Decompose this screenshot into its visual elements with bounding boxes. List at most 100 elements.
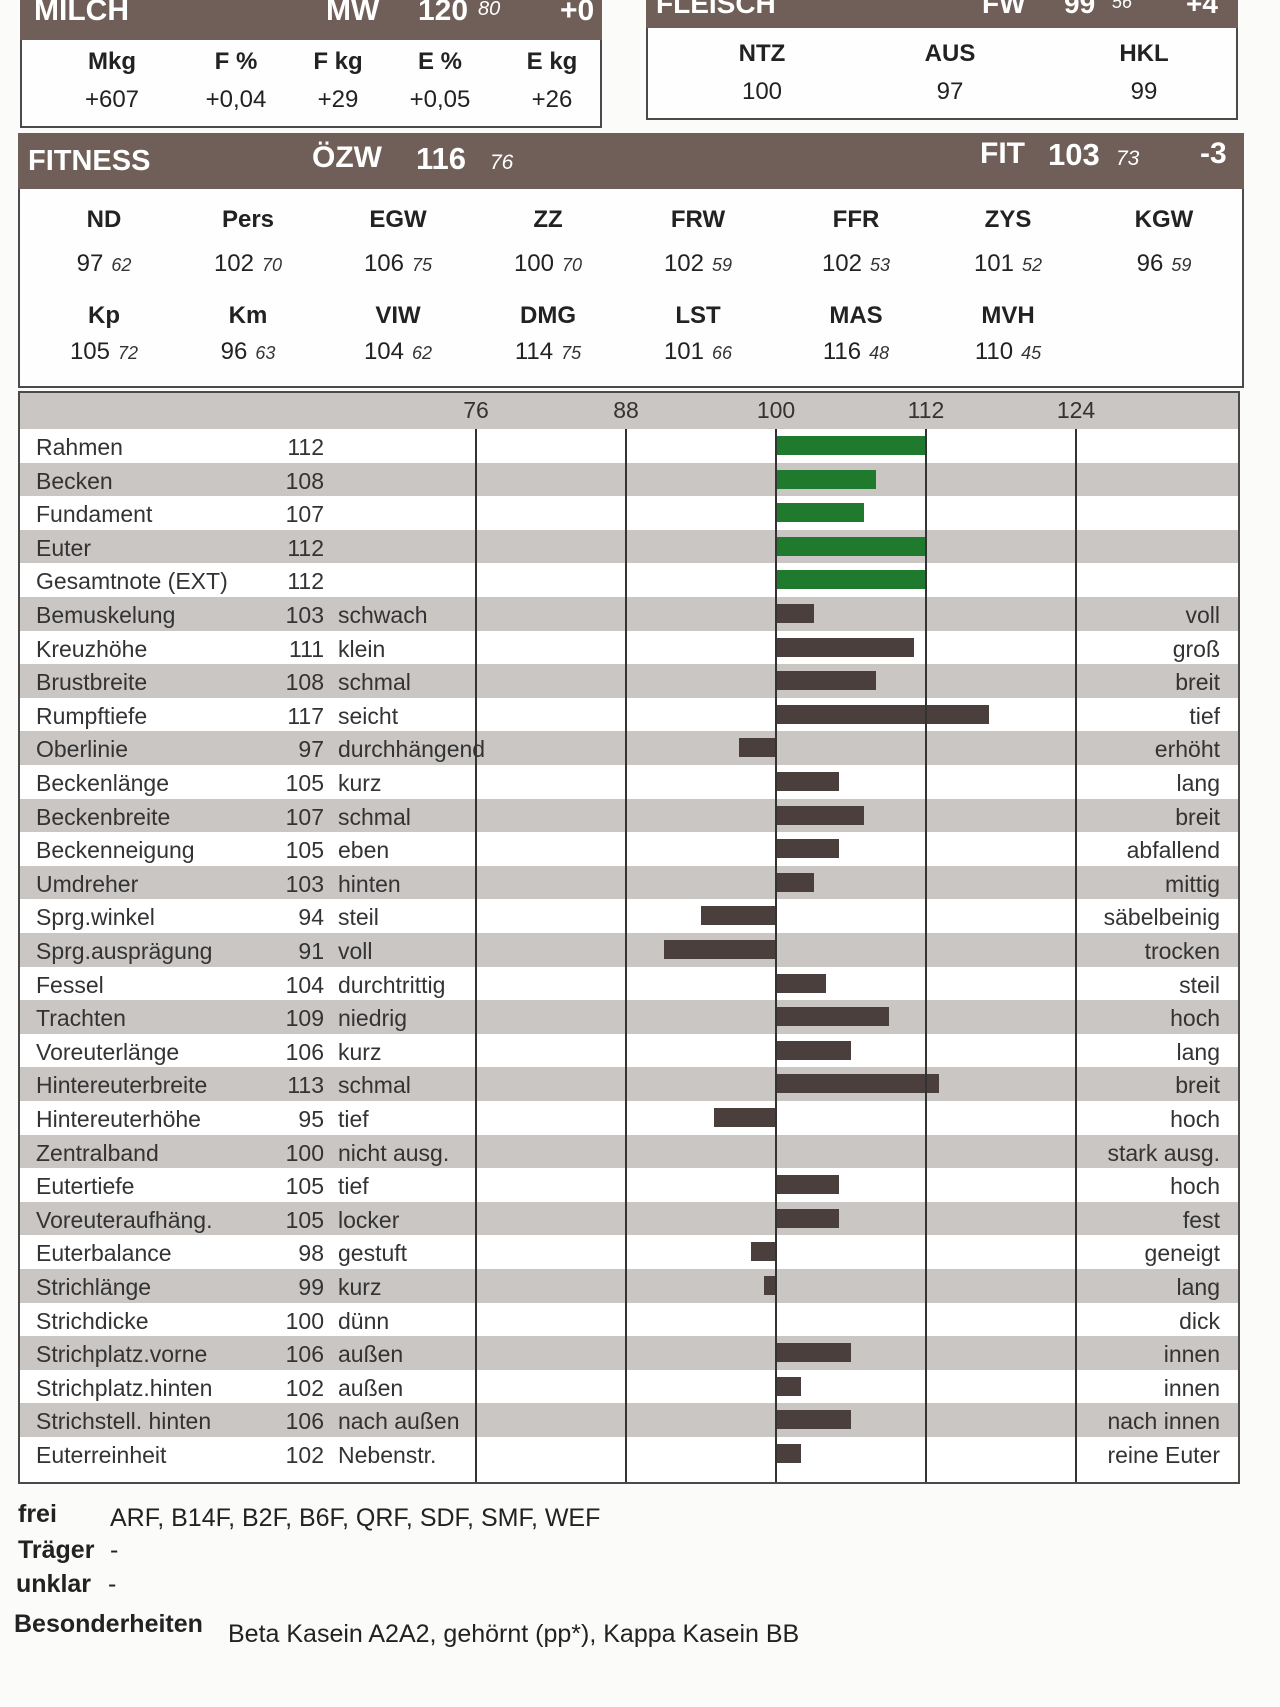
- row-trait-name: Eutertiefe: [36, 1173, 135, 1200]
- row-trait-value: 108: [285, 467, 324, 494]
- besonderheiten-value: Beta Kasein A2A2, gehörnt (pp*), Kappa K…: [228, 1620, 800, 1648]
- fitness-value-number: 100: [513, 250, 554, 277]
- row-high-label: nach innen: [1107, 1408, 1220, 1435]
- fitness-value-number: 102: [213, 250, 254, 277]
- fitness-ozw-value: 116: [416, 141, 467, 176]
- row-trait-value: 98: [298, 1240, 324, 1267]
- trait-bar: [713, 1108, 776, 1127]
- fitness-value-reliability: 70: [562, 255, 583, 275]
- exterieur-chart: 76 88 100 112 124 Rahmen 112 Becken 108 Fundamen…: [18, 391, 1240, 1484]
- fitness-label: ZZ: [533, 206, 563, 233]
- row-trait-value: 106: [285, 1038, 324, 1065]
- chart-row: Euterreinheit 102 Nebenstr. reine Euter: [20, 1437, 1238, 1471]
- trait-bar: [776, 1410, 851, 1430]
- row-low-label: durchhängend: [338, 736, 486, 763]
- row-low-label: nach außen: [338, 1408, 460, 1435]
- row-high-label: mittig: [1165, 870, 1220, 897]
- fitness-value-number: 105: [69, 338, 110, 365]
- row-trait-value: 113: [287, 1072, 324, 1099]
- milch-col-label: E %: [417, 48, 462, 75]
- row-low-label: schmal: [338, 1072, 411, 1099]
- chart-row: Euterbalance 98 gestuft geneigt: [20, 1235, 1238, 1269]
- trait-bar: [776, 503, 864, 523]
- row-high-label: abfallend: [1126, 837, 1220, 864]
- row-trait-name: Fundament: [36, 501, 153, 528]
- fitness-label: ND: [86, 206, 122, 233]
- chart-row: Beckenlänge 105 kurz lang: [20, 765, 1238, 799]
- frei-value: ARF, B14F, B2F, B6F, QRF, SDF, SMF, WEF: [110, 1504, 601, 1532]
- unklar-label: unklar: [16, 1570, 92, 1598]
- milch-col-value: +0,05: [409, 86, 471, 113]
- fitness-value-number: 102: [663, 250, 704, 277]
- trait-bar: [763, 1276, 776, 1295]
- row-low-label: locker: [338, 1206, 400, 1233]
- fitness-ozw-label: ÖZW: [312, 141, 382, 174]
- row-trait-value: 112: [287, 568, 324, 595]
- trait-bar: [776, 805, 864, 825]
- row-low-label: tief: [338, 1106, 369, 1132]
- row-trait-value: 103: [285, 602, 324, 628]
- row-trait-value: 106: [285, 1408, 324, 1435]
- fleisch-fw-value: 99: [1064, 0, 1096, 19]
- row-trait-value: 102: [285, 1442, 324, 1468]
- trait-bar: [776, 536, 926, 556]
- fitness-value-reliability: 70: [262, 255, 283, 275]
- chart-row: Zentralband 100 nicht ausg. stark ausg.: [20, 1134, 1238, 1169]
- milch-mw-label: MW: [326, 0, 380, 27]
- fitness-label: LST: [675, 302, 721, 329]
- gridline: [475, 429, 477, 1482]
- row-high-label: hoch: [1170, 1005, 1220, 1032]
- row-low-label: kurz: [338, 770, 382, 796]
- row-high-label: stark ausg.: [1107, 1139, 1221, 1166]
- row-trait-name: Hintereuterbreite: [36, 1072, 208, 1099]
- row-trait-value: 97: [298, 736, 324, 763]
- row-low-label: gestuft: [338, 1240, 408, 1267]
- fleisch-col-value: 99: [1130, 78, 1158, 105]
- row-trait-value: 111: [289, 635, 324, 662]
- gridline: [1075, 429, 1077, 1482]
- fitness-value-reliability: 62: [412, 343, 433, 363]
- fleisch-title: FLEISCH: [656, 0, 776, 19]
- milch-col-value: +29: [317, 86, 359, 113]
- row-trait-name: Sprg.ausprägung: [36, 938, 213, 964]
- row-trait-value: 100: [285, 1139, 324, 1166]
- fitness-value-reliability: 45: [1021, 343, 1042, 363]
- fitness-label: Kp: [88, 302, 120, 329]
- row-trait-value: 108: [285, 669, 324, 696]
- fitness-value-number: 101: [973, 250, 1014, 277]
- row-trait-value: 112: [287, 434, 324, 460]
- fitness-value-number: 106: [363, 250, 404, 277]
- trait-bar: [738, 738, 776, 758]
- fitness-value-reliability: 62: [111, 255, 132, 275]
- chart-row: Trachten 109 niedrig hoch: [20, 1000, 1238, 1034]
- row-low-label: kurz: [338, 1274, 382, 1300]
- fitness-value: 110 45: [938, 338, 1078, 366]
- milch-col-value: +26: [531, 86, 573, 113]
- milch-title: MILCH: [34, 0, 129, 27]
- chart-row: Strichstell. hinten 106 nach außen nach inn…: [20, 1403, 1238, 1437]
- fitness-label: VIW: [375, 302, 421, 329]
- row-trait-value: 104: [285, 971, 324, 998]
- trait-bar: [776, 637, 914, 657]
- fitness-header: FITNESS ÖZW 116 76 FIT 103 73 -3: [18, 133, 1244, 189]
- fleisch-col-value: 100: [741, 78, 783, 105]
- trait-bar: [776, 1007, 889, 1027]
- row-trait-name: Strichplatz.vorne: [36, 1341, 208, 1368]
- trait-bar: [776, 671, 876, 691]
- row-high-label: breit: [1175, 669, 1220, 696]
- fitness-value-reliability: 66: [712, 343, 733, 363]
- row-high-label: trocken: [1144, 938, 1220, 964]
- trait-bar: [663, 940, 776, 959]
- row-trait-value: 99: [298, 1274, 324, 1300]
- chart-row: Bemuskelung 103 schwach voll: [20, 597, 1238, 631]
- row-trait-value: 109: [285, 1005, 324, 1032]
- axis-tick-label: 112: [907, 397, 945, 423]
- row-high-label: säbelbeinig: [1103, 904, 1220, 931]
- milch-header: MILCH MW 120 80 +0: [20, 0, 602, 40]
- row-trait-value: 95: [298, 1106, 324, 1132]
- fitness-value-reliability: 59: [712, 255, 733, 275]
- fitness-value-reliability: 59: [1171, 255, 1192, 275]
- fitness-value-number: 101: [663, 338, 704, 365]
- fitness-value-number: 97: [76, 250, 104, 277]
- row-low-label: schmal: [338, 669, 411, 696]
